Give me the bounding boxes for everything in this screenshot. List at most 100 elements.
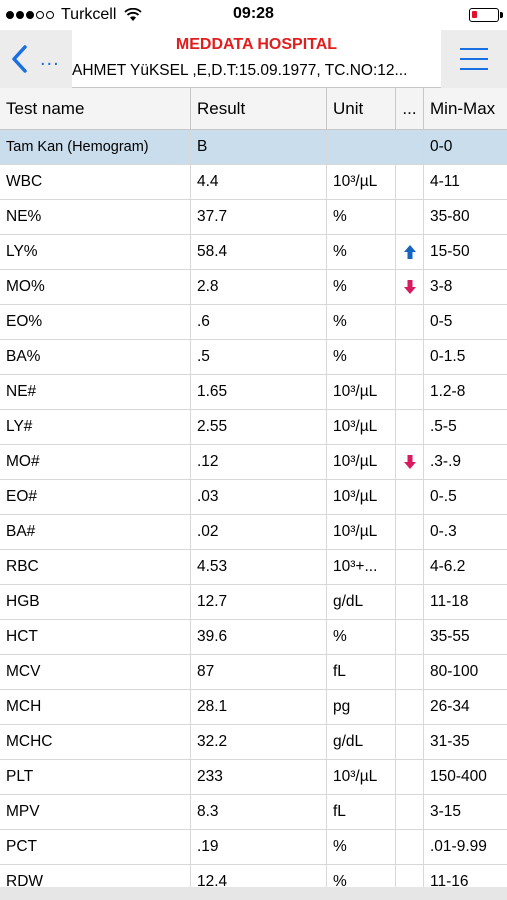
table-row[interactable]: NE% 37.7% 35-80 [0, 200, 507, 235]
min-max: 15-50 [430, 243, 470, 260]
unit: 10³/µL [327, 760, 396, 794]
menu-button[interactable] [441, 30, 507, 88]
min-max: 3-8 [430, 278, 453, 295]
test-name: BA# [0, 515, 191, 549]
flag-cell [396, 655, 424, 689]
column-header-test-name[interactable]: Test name [0, 88, 191, 129]
flag-cell [396, 235, 424, 269]
flag-cell [396, 165, 424, 199]
unit: 10³/µL [327, 410, 396, 444]
flag-cell [396, 340, 424, 374]
table-row[interactable]: HCT 39.6% 35-55 [0, 620, 507, 655]
min-max: 11-18 [430, 593, 469, 610]
test-name: HCT [0, 620, 191, 654]
flag-cell [396, 830, 424, 864]
unit: 10³/µL [327, 480, 396, 514]
unit: fL [327, 795, 396, 829]
test-name: LY# [0, 410, 191, 444]
table-row[interactable]: EO% .6% 0-5 [0, 305, 507, 340]
result-value: .12 [191, 445, 327, 479]
table-row[interactable]: HGB 12.7 g/dL 11-18 [0, 585, 507, 620]
battery-icon [469, 8, 503, 22]
min-max: 0-5 [430, 313, 453, 330]
min-max: 0-.3 [430, 523, 457, 540]
result-value: .03 [191, 480, 327, 514]
unit: % [327, 200, 396, 234]
unit: g/dL [327, 585, 396, 619]
test-name: PCT [0, 830, 191, 864]
app-title: MEDDATA HOSPITAL [175, 36, 338, 53]
table-row[interactable]: LY# 2.55 10³/µL .5-5 [0, 410, 507, 445]
table-row[interactable]: MCHC 32.2 g/dL 31-35 [0, 725, 507, 760]
result-value: 1.65 [191, 375, 327, 409]
carrier-name: Turkcell [61, 6, 117, 23]
result-value: 12.4 [191, 865, 327, 899]
unit: g/dL [327, 725, 396, 759]
min-max: 26-34 [430, 698, 470, 715]
result-value: 32.2 [191, 725, 327, 759]
group-result: B [191, 130, 327, 164]
table-row[interactable]: PLT 233 10³/µL 150-400 [0, 760, 507, 795]
test-name: RBC [0, 550, 191, 584]
group-flag [396, 130, 424, 164]
test-name: MPV [0, 795, 191, 829]
table-row[interactable]: BA% .5% 0-1.5 [0, 340, 507, 375]
min-max: 80-100 [430, 663, 479, 680]
column-header-min-max[interactable]: Min-Max [430, 98, 496, 118]
flag-cell [396, 865, 424, 899]
test-name: EO# [0, 480, 191, 514]
unit: fL [327, 655, 396, 689]
patient-info: AHMET YüKSEL ,E,D.T:15.09.1977, TC.NO:12… [72, 62, 408, 79]
result-value: .19 [191, 830, 327, 864]
flag-cell [396, 760, 424, 794]
table-row[interactable]: MO# .12 10³/µL .3-.9 [0, 445, 507, 480]
back-button[interactable]: ... [0, 30, 72, 88]
flag-cell [396, 200, 424, 234]
test-name: BA% [0, 340, 191, 374]
flag-cell [396, 445, 424, 479]
result-value: 4.4 [191, 165, 327, 199]
column-header-flag[interactable]: ... [396, 88, 424, 129]
unit: % [327, 270, 396, 304]
table-row[interactable]: LY% 58.4% 15-50 [0, 235, 507, 270]
group-row[interactable]: Tam Kan (Hemogram) B 0-0 [0, 130, 507, 165]
result-value: 37.7 [191, 200, 327, 234]
wifi-icon [124, 8, 143, 21]
arrow-down-icon [403, 280, 416, 294]
table-row[interactable]: PCT .19% .01-9.99 [0, 830, 507, 865]
min-max: 1.2-8 [430, 383, 466, 400]
signal-icon [6, 11, 56, 19]
unit: 10³/µL [327, 515, 396, 549]
table-row[interactable]: MPV 8.3 fL 3-15 [0, 795, 507, 830]
table-row[interactable]: MCH 28.1 pg 26-34 [0, 690, 507, 725]
hamburger-menu-icon [460, 48, 488, 70]
table-row[interactable]: RBC 4.53 10³+... 4-6.2 [0, 550, 507, 585]
results-table: Test name Result Unit ... Min-Max Tam Ka… [0, 88, 507, 900]
min-max: 4-6.2 [430, 558, 466, 575]
column-header-result[interactable]: Result [191, 88, 327, 129]
flag-cell [396, 725, 424, 759]
flag-cell [396, 480, 424, 514]
test-name: EO% [0, 305, 191, 339]
min-max: 35-80 [430, 208, 470, 225]
result-value: 8.3 [191, 795, 327, 829]
test-name: MO% [0, 270, 191, 304]
table-row[interactable]: EO# .03 10³/µL 0-.5 [0, 480, 507, 515]
table-row[interactable]: WBC 4.4 10³/µL 4-11 [0, 165, 507, 200]
flag-cell [396, 550, 424, 584]
group-range: 0-0 [430, 138, 453, 155]
table-row[interactable]: MCV 87 fL 80-100 [0, 655, 507, 690]
clock: 09:28 [233, 5, 274, 22]
table-row[interactable]: NE# 1.65 10³/µL 1.2-8 [0, 375, 507, 410]
min-max: 4-11 [430, 173, 460, 190]
flag-cell [396, 585, 424, 619]
column-header-unit[interactable]: Unit [327, 88, 396, 129]
min-max: 31-35 [430, 733, 470, 750]
status-left: Turkcell [6, 6, 143, 24]
min-max: .01-9.99 [430, 838, 487, 855]
table-row[interactable]: MO% 2.8% 3-8 [0, 270, 507, 305]
table-header: Test name Result Unit ... Min-Max [0, 88, 507, 130]
group-name: Tam Kan (Hemogram) [0, 130, 191, 164]
table-row[interactable]: BA# .02 10³/µL 0-.3 [0, 515, 507, 550]
test-name: MCV [0, 655, 191, 689]
